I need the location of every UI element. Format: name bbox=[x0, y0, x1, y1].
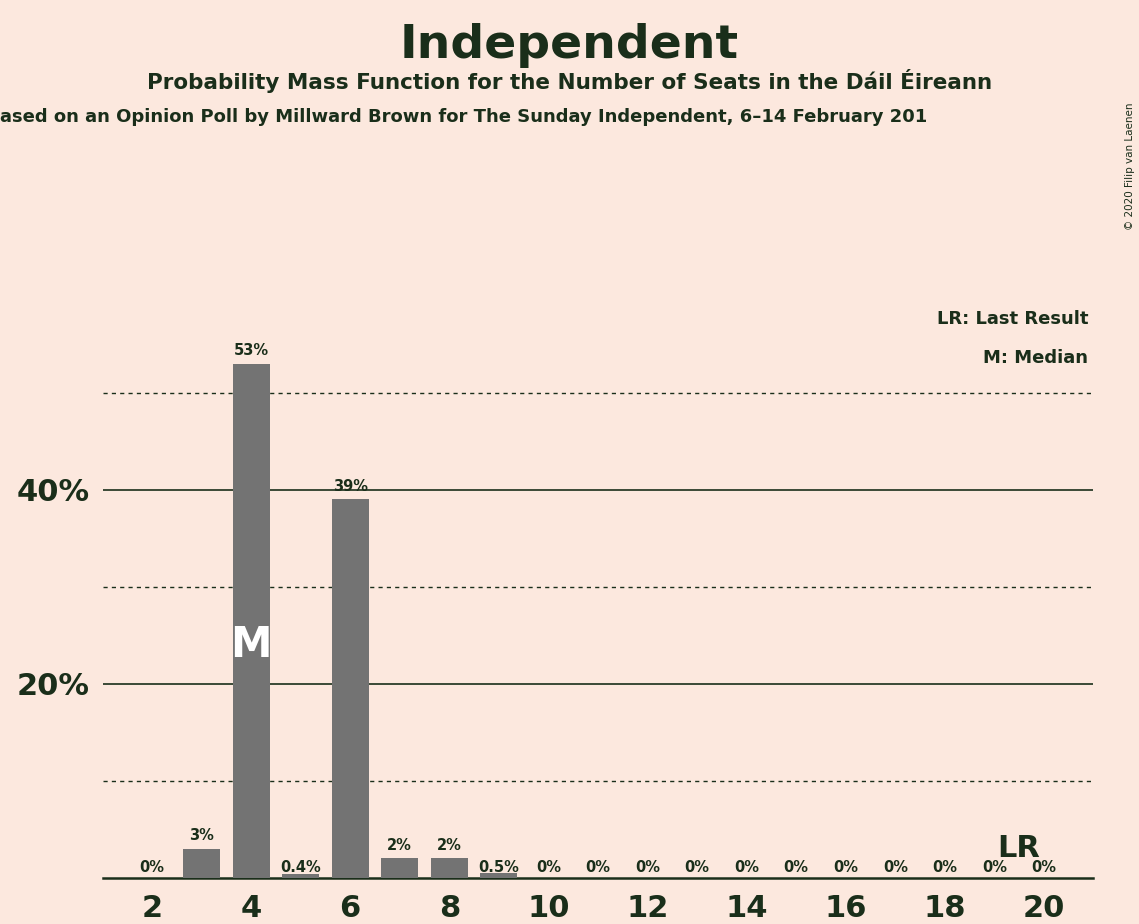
Text: 0%: 0% bbox=[883, 860, 908, 875]
Text: 0%: 0% bbox=[536, 860, 560, 875]
Text: 0%: 0% bbox=[1032, 860, 1056, 875]
Text: 0%: 0% bbox=[933, 860, 957, 875]
Text: 39%: 39% bbox=[333, 479, 368, 493]
Text: 0%: 0% bbox=[585, 860, 611, 875]
Text: M: M bbox=[230, 624, 272, 666]
Bar bbox=[183, 848, 220, 878]
Bar bbox=[382, 858, 418, 878]
Text: 53%: 53% bbox=[233, 343, 269, 358]
Text: 0%: 0% bbox=[636, 860, 659, 875]
Text: 3%: 3% bbox=[189, 828, 214, 843]
Text: 0%: 0% bbox=[685, 860, 710, 875]
Text: 0.5%: 0.5% bbox=[478, 860, 519, 875]
Text: 0.4%: 0.4% bbox=[280, 860, 321, 875]
Text: Probability Mass Function for the Number of Seats in the Dáil Éireann: Probability Mass Function for the Number… bbox=[147, 69, 992, 93]
Text: M: Median: M: Median bbox=[983, 349, 1089, 367]
Text: 2%: 2% bbox=[437, 837, 461, 853]
Text: 2%: 2% bbox=[387, 837, 412, 853]
Text: LR: Last Result: LR: Last Result bbox=[937, 310, 1089, 328]
Text: 0%: 0% bbox=[784, 860, 809, 875]
Text: © 2020 Filip van Laenen: © 2020 Filip van Laenen bbox=[1125, 103, 1134, 230]
Bar bbox=[232, 363, 270, 878]
Bar bbox=[331, 499, 369, 878]
Text: 0%: 0% bbox=[140, 860, 164, 875]
Text: 0%: 0% bbox=[834, 860, 858, 875]
Text: 0%: 0% bbox=[735, 860, 759, 875]
Text: ased on an Opinion Poll by Millward Brown for The Sunday Independent, 6–14 Febru: ased on an Opinion Poll by Millward Brow… bbox=[0, 108, 927, 126]
Bar bbox=[282, 874, 319, 878]
Text: LR: LR bbox=[998, 834, 1041, 863]
Bar bbox=[431, 858, 468, 878]
Text: 0%: 0% bbox=[982, 860, 1007, 875]
Text: Independent: Independent bbox=[400, 23, 739, 68]
Bar bbox=[481, 873, 517, 878]
